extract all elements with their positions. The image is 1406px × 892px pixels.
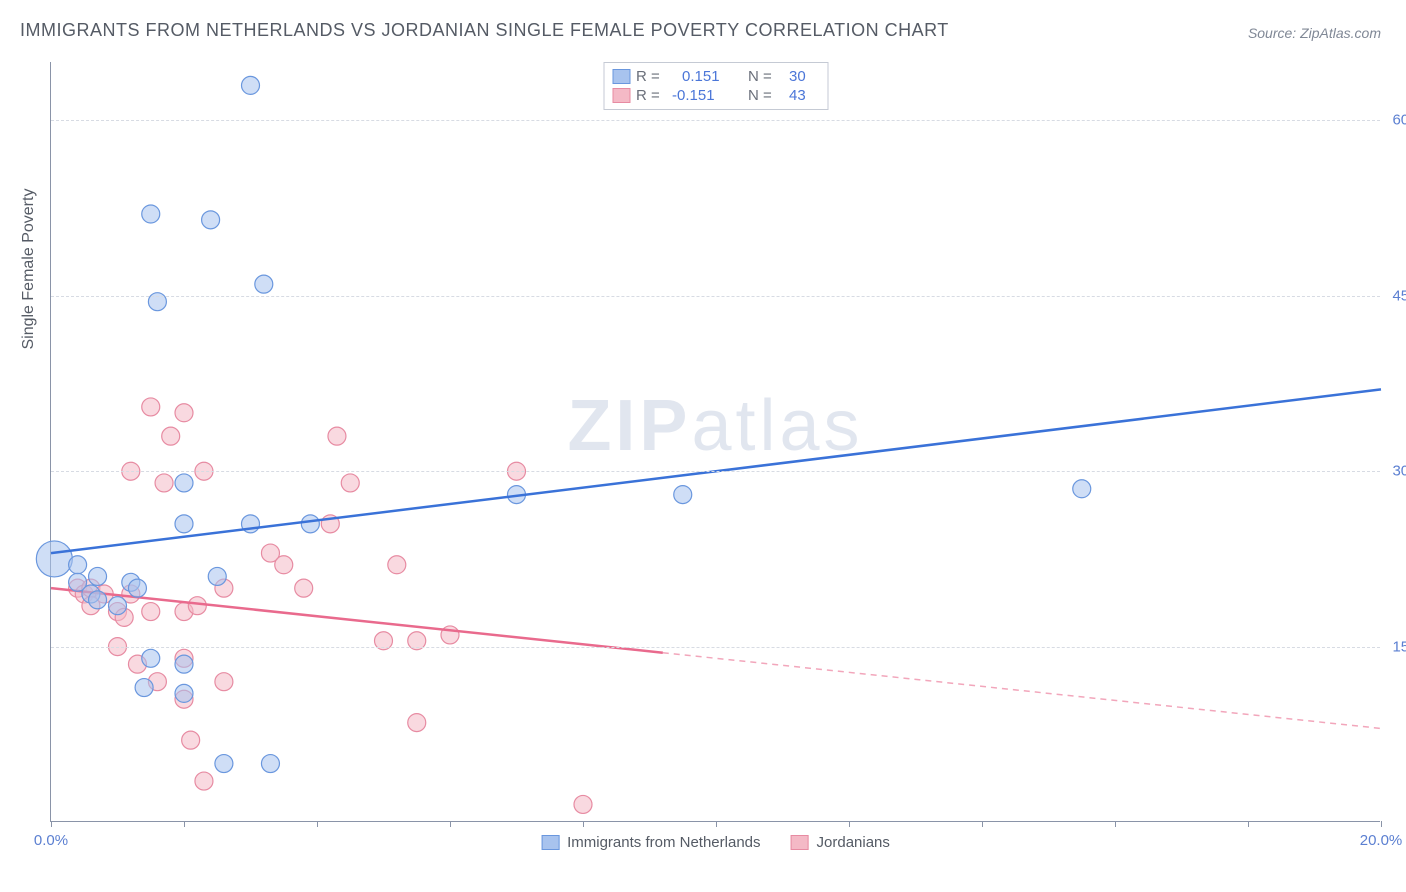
source-name: ZipAtlas.com — [1300, 25, 1381, 41]
blue-series-point — [135, 679, 153, 697]
pink-series-point — [215, 673, 233, 691]
swatch-blue — [612, 69, 630, 84]
pink-series-point — [408, 714, 426, 732]
x-tick — [1248, 821, 1249, 827]
chart-svg — [51, 62, 1380, 821]
legend-item-pink: Jordanians — [791, 834, 890, 851]
blue-series-point — [69, 556, 87, 574]
chart-title: IMMIGRANTS FROM NETHERLANDS VS JORDANIAN… — [20, 20, 949, 41]
x-tick — [849, 821, 850, 827]
x-tick — [450, 821, 451, 827]
source-label: Source: ZipAtlas.com — [1248, 25, 1381, 41]
legend-item-blue: Immigrants from Netherlands — [541, 834, 760, 851]
pink-series-trendline — [51, 588, 663, 653]
x-tick-label: 0.0% — [34, 832, 68, 849]
blue-series-point — [215, 755, 233, 773]
blue-series-point — [89, 567, 107, 585]
n-label: N = — [748, 68, 783, 85]
x-tick — [716, 821, 717, 827]
blue-series-point — [208, 567, 226, 585]
pink-series-point — [574, 795, 592, 813]
blue-series-point — [109, 597, 127, 615]
y-tick-label: 45.0% — [1392, 287, 1406, 304]
blue-series-point — [242, 76, 260, 94]
pink-series-point — [182, 731, 200, 749]
blue-series-point — [202, 211, 220, 229]
pink-series-point — [162, 427, 180, 445]
blue-series-point — [142, 649, 160, 667]
pink-series-point — [155, 474, 173, 492]
swatch-pink-2 — [791, 835, 809, 850]
gridline — [51, 471, 1380, 472]
blue-series-point — [674, 486, 692, 504]
pink-series-point — [195, 772, 213, 790]
blue-series-point — [175, 684, 193, 702]
blue-series-point — [175, 515, 193, 533]
legend-row-blue: R = 0.151 N = 30 — [612, 67, 819, 86]
blue-series-point — [301, 515, 319, 533]
r-label: R = — [636, 87, 666, 104]
x-tick-label: 20.0% — [1360, 832, 1403, 849]
gridline — [51, 647, 1380, 648]
blue-series-point — [255, 275, 273, 293]
swatch-blue-2 — [541, 835, 559, 850]
x-tick — [982, 821, 983, 827]
gridline — [51, 120, 1380, 121]
pink-series-point — [142, 603, 160, 621]
blue-series-point — [175, 655, 193, 673]
blue-series-point — [1073, 480, 1091, 498]
pink-series-point — [295, 579, 313, 597]
legend-series: Immigrants from Netherlands Jordanians — [541, 834, 890, 851]
pink-series-trendline-extrapolated — [663, 653, 1381, 729]
chart-container: IMMIGRANTS FROM NETHERLANDS VS JORDANIAN… — [0, 0, 1406, 892]
blue-series-point — [36, 541, 72, 577]
plot-area: ZIPatlas R = 0.151 N = 30 R = -0.151 N =… — [50, 62, 1380, 822]
y-tick-label: 60.0% — [1392, 112, 1406, 129]
pink-series-point — [142, 398, 160, 416]
swatch-pink — [612, 88, 630, 103]
blue-series-point — [142, 205, 160, 223]
series-label-blue: Immigrants from Netherlands — [567, 834, 760, 851]
x-tick — [1381, 821, 1382, 827]
blue-series-point — [175, 474, 193, 492]
source-prefix: Source: — [1248, 25, 1300, 41]
y-tick-label: 15.0% — [1392, 638, 1406, 655]
n-value-blue: 30 — [789, 68, 819, 85]
pink-series-point — [275, 556, 293, 574]
x-tick — [583, 821, 584, 827]
r-label: R = — [636, 68, 666, 85]
n-label: N = — [748, 87, 783, 104]
r-value-blue: 0.151 — [672, 68, 742, 85]
blue-series-point — [89, 591, 107, 609]
gridline — [51, 296, 1380, 297]
y-tick-label: 30.0% — [1392, 463, 1406, 480]
legend-row-pink: R = -0.151 N = 43 — [612, 86, 819, 105]
x-tick — [1115, 821, 1116, 827]
r-value-pink: -0.151 — [672, 87, 742, 104]
x-tick — [51, 821, 52, 827]
pink-series-point — [328, 427, 346, 445]
n-value-pink: 43 — [789, 87, 819, 104]
blue-series-point — [261, 755, 279, 773]
y-axis-title: Single Female Poverty — [20, 189, 38, 350]
x-tick — [317, 821, 318, 827]
x-tick — [184, 821, 185, 827]
series-label-pink: Jordanians — [817, 834, 890, 851]
pink-series-point — [388, 556, 406, 574]
blue-series-point — [128, 579, 146, 597]
legend-correlation: R = 0.151 N = 30 R = -0.151 N = 43 — [603, 62, 828, 110]
pink-series-point — [175, 404, 193, 422]
pink-series-point — [188, 597, 206, 615]
pink-series-point — [341, 474, 359, 492]
